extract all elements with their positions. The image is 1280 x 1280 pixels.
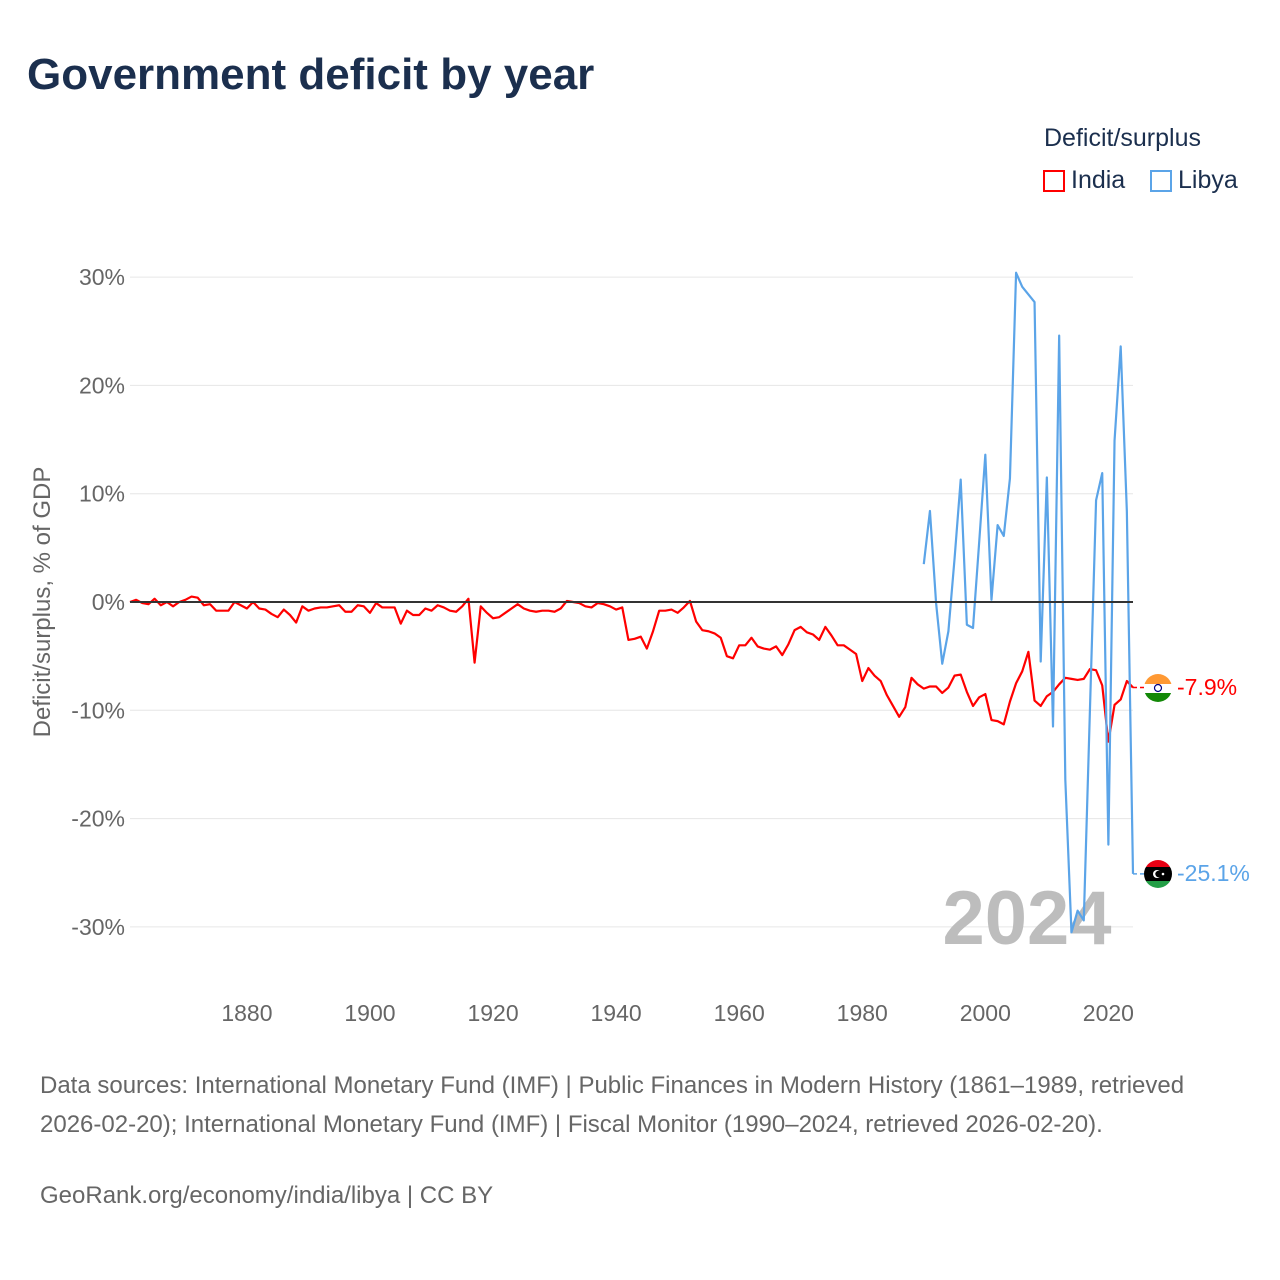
legend-swatch-libya (1150, 169, 1172, 192)
x-tick-label: 1960 (714, 1000, 765, 1026)
legend-label-india: India (1071, 166, 1126, 194)
libya-end-label: -25.1% (1177, 860, 1250, 886)
legend-title: Deficit/surplus (1044, 124, 1201, 152)
x-tick-label: 1900 (344, 1000, 395, 1026)
credit-link[interactable]: GeoRank.org/economy/india/libya | CC BY (40, 1182, 494, 1209)
india-end-label: -7.9% (1177, 674, 1237, 700)
libya-flag-icon (1144, 860, 1172, 888)
y-tick-label: 30% (79, 264, 125, 290)
india-flag-icon (1144, 674, 1172, 702)
y-tick-label: -10% (71, 697, 125, 723)
x-tick-label: 2000 (960, 1000, 1011, 1026)
year-watermark: 2024 (942, 876, 1111, 961)
x-tick-label: 1940 (591, 1000, 642, 1026)
y-tick-label: 20% (79, 372, 125, 398)
legend-label-libya: Libya (1178, 166, 1238, 194)
x-tick-label: 1980 (837, 1000, 888, 1026)
x-tick-label: 1880 (221, 1000, 272, 1026)
legend-swatch-india (1043, 169, 1065, 192)
data-sources: Data sources: International Monetary Fun… (40, 1072, 1185, 1138)
chart-title: Government deficit by year (27, 50, 595, 99)
legend-item-libya[interactable]: Libya (1150, 166, 1238, 195)
y-tick-label: 10% (79, 481, 125, 507)
y-tick-label: -20% (71, 806, 125, 832)
x-tick-label: 2020 (1083, 1000, 1134, 1026)
y-tick-label: 0% (92, 589, 125, 615)
y-tick-label: -30% (71, 914, 125, 940)
y-axis-label: Deficit/surplus, % of GDP (29, 467, 56, 738)
legend-item-india[interactable]: India (1043, 166, 1125, 195)
x-tick-label: 1920 (467, 1000, 518, 1026)
plot-area: 30% 20% 10% 0% -10% -20% -30% 1880 1900 1920 1940 1… (29, 264, 1250, 1026)
series-line-india[interactable] (129, 595, 1134, 743)
